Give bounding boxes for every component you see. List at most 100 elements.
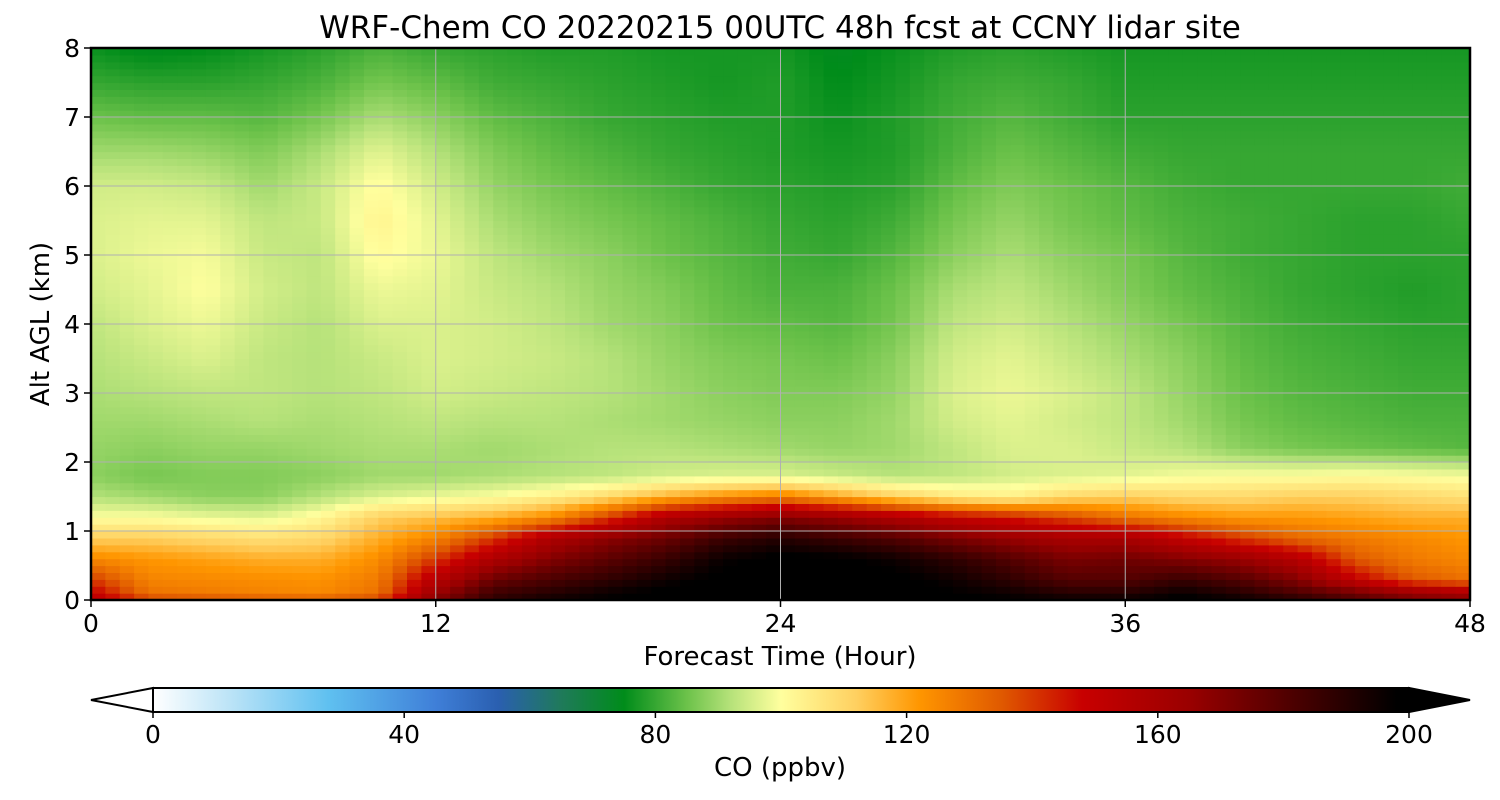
heatmap-cell: [1139, 579, 1155, 587]
heatmap-cell: [1225, 420, 1241, 429]
heatmap-cell: [493, 531, 509, 539]
heatmap-cell: [507, 441, 523, 449]
heatmap-cell: [1153, 393, 1169, 401]
heatmap-cell: [1125, 268, 1141, 277]
heatmap-cell: [292, 427, 308, 435]
heatmap-cell: [995, 386, 1011, 394]
heatmap-cell: [1067, 448, 1083, 456]
heatmap-cell: [895, 468, 911, 477]
heatmap-cell: [1369, 372, 1385, 380]
heatmap-cell: [1369, 310, 1385, 318]
heatmap-cell: [435, 448, 451, 456]
heatmap-cell: [766, 551, 782, 560]
heatmap-cell: [766, 524, 782, 532]
heatmap-cell: [407, 551, 422, 560]
heatmap-cell: [1225, 379, 1241, 387]
heatmap-cell: [823, 379, 839, 387]
heatmap-cell: [1398, 372, 1414, 380]
heatmap-cell: [1283, 524, 1299, 532]
heatmap-cell: [995, 558, 1011, 567]
heatmap-cell: [1096, 379, 1112, 387]
heatmap-cell: [780, 441, 796, 449]
heatmap-cell: [593, 399, 609, 408]
heatmap-cell: [995, 261, 1011, 270]
heatmap-cell: [1268, 358, 1284, 366]
heatmap-cell: [220, 275, 236, 284]
heatmap-cell: [852, 489, 868, 498]
heatmap-cell: [435, 462, 451, 470]
heatmap-cell: [162, 330, 178, 339]
heatmap-cell: [1412, 413, 1428, 422]
heatmap-cell: [1197, 572, 1213, 580]
heatmap-cell: [1139, 324, 1155, 332]
heatmap-cell: [493, 551, 509, 560]
heatmap-cell: [909, 386, 925, 394]
heatmap-cell: [1297, 558, 1313, 567]
heatmap-cell: [809, 434, 825, 442]
heatmap-cell: [636, 406, 652, 415]
heatmap-cell: [536, 386, 552, 394]
heatmap-cell: [579, 537, 595, 546]
heatmap-cell: [1110, 358, 1126, 366]
heatmap-cell: [866, 482, 882, 491]
heatmap-cell: [162, 324, 178, 332]
heatmap-cell: [1240, 475, 1256, 484]
heatmap-cell: [220, 406, 236, 415]
heatmap-cell: [478, 531, 494, 539]
heatmap-cell: [507, 268, 523, 277]
heatmap-cell: [1455, 503, 1471, 511]
heatmap-cell: [1383, 248, 1399, 256]
heatmap-cell: [1412, 406, 1428, 415]
heatmap-cell: [1053, 399, 1069, 408]
heatmap-cell: [1125, 524, 1141, 532]
heatmap-cell: [823, 455, 839, 463]
heatmap-cell: [794, 365, 810, 373]
heatmap-cell: [780, 434, 796, 442]
heatmap-cell: [1010, 241, 1026, 249]
heatmap-cell: [1039, 296, 1055, 304]
heatmap-cell: [1426, 351, 1442, 360]
heatmap-cell: [320, 393, 336, 401]
heatmap-cell: [1225, 406, 1241, 415]
heatmap-cell: [636, 586, 652, 594]
heatmap-cell: [866, 475, 882, 484]
heatmap-cell: [435, 434, 451, 442]
heatmap-cell: [349, 420, 365, 429]
heatmap-cell: [162, 365, 178, 373]
heatmap-cell: [464, 344, 480, 353]
heatmap-cell: [723, 517, 738, 525]
heatmap-cell: [909, 379, 925, 387]
heatmap-cell: [407, 261, 422, 270]
heatmap-cell: [909, 531, 925, 539]
heatmap-cell: [1096, 268, 1112, 277]
heatmap-cell: [665, 337, 681, 346]
heatmap-cell: [162, 558, 178, 567]
heatmap-cell: [866, 261, 882, 270]
heatmap-cell: [105, 344, 121, 353]
heatmap-cell: [464, 379, 480, 387]
heatmap-cell: [407, 558, 422, 567]
heatmap-cell: [1153, 282, 1169, 291]
heatmap-cell: [435, 379, 451, 387]
heatmap-cell: [636, 379, 652, 387]
heatmap-cell: [909, 572, 925, 580]
heatmap-cell: [277, 372, 293, 380]
heatmap-cell: [1125, 386, 1141, 394]
heatmap-cell: [809, 468, 825, 477]
heatmap-cell: [780, 337, 796, 346]
heatmap-cell: [234, 413, 250, 422]
heatmap-cell: [464, 337, 480, 346]
heatmap-cell: [292, 510, 308, 518]
heatmap-cell: [1197, 427, 1213, 435]
heatmap-cell: [809, 572, 825, 580]
heatmap-cell: [1168, 427, 1184, 435]
heatmap-cell: [177, 510, 193, 518]
heatmap-cell: [363, 448, 379, 456]
heatmap-cell: [536, 406, 552, 415]
heatmap-cell: [1225, 241, 1241, 249]
heatmap-cell: [694, 448, 710, 456]
heatmap-cell: [464, 503, 480, 511]
heatmap-cell: [708, 255, 724, 263]
heatmap-cell: [1268, 448, 1284, 456]
heatmap-cell: [277, 303, 293, 311]
